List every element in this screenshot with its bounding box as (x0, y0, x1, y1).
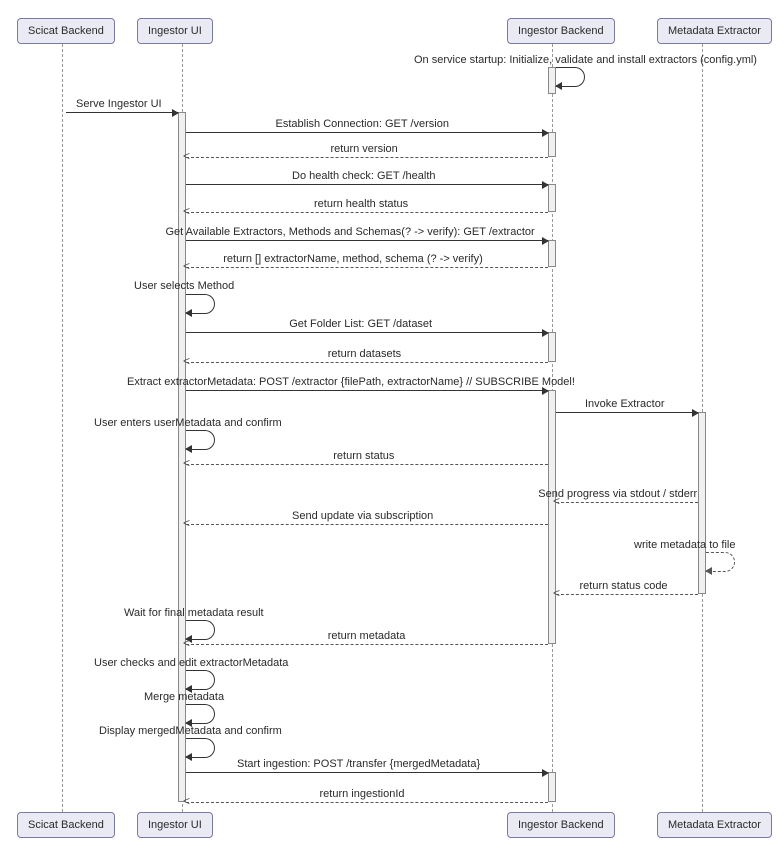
message-label: return metadata (326, 630, 408, 642)
activation-bar (548, 390, 556, 644)
message-label: On service startup: Initialize, validate… (412, 54, 759, 66)
message-label: User enters userMetadata and confirm (92, 417, 284, 429)
message-line (66, 112, 178, 113)
message-label: User checks and edit extractorMetadata (92, 657, 290, 669)
message-line (186, 240, 548, 241)
message-label: Wait for final metadata result (122, 607, 266, 619)
message-label: return datasets (326, 348, 403, 360)
lifeline (62, 44, 63, 812)
message-label: Serve Ingestor UI (74, 98, 164, 110)
activation-bar (548, 332, 556, 362)
message-label: return status code (578, 580, 670, 592)
message-line (186, 772, 548, 773)
message-label: return status (331, 450, 396, 462)
message-label: Extract extractorMetadata: POST /extract… (125, 376, 577, 388)
message-line (186, 524, 548, 525)
self-message (186, 620, 215, 640)
message-line (186, 157, 548, 158)
message-label: Send update via subscription (290, 510, 435, 522)
message-line (186, 332, 548, 333)
activation-bar (548, 240, 556, 267)
activation-bar (548, 184, 556, 212)
actor-box-bottom: Ingestor Backend (507, 812, 615, 838)
message-label: Get Available Extractors, Methods and Sc… (164, 226, 537, 238)
actor-box-top: Metadata Extractor (657, 18, 772, 44)
message-line (186, 644, 548, 645)
message-line (186, 464, 548, 465)
actor-box-top: Ingestor Backend (507, 18, 615, 44)
message-label: Display mergedMetadata and confirm (97, 725, 284, 737)
message-label: return health status (312, 198, 410, 210)
actor-box-bottom: Scicat Backend (17, 812, 115, 838)
message-label: return [] extractorName, method, schema … (221, 253, 485, 265)
actor-box-top: Ingestor UI (137, 18, 213, 44)
sequence-diagram: Scicat Backend Scicat Backend Ingestor UI I… (12, 12, 772, 842)
message-label: Start ingestion: POST /transfer {mergedM… (235, 758, 482, 770)
self-message (186, 704, 215, 724)
message-label: Establish Connection: GET /version (274, 118, 451, 130)
message-label: Invoke Extractor (583, 398, 666, 410)
self-message (706, 552, 735, 572)
activation-bar (548, 772, 556, 802)
message-label: write metadata to file (632, 539, 738, 551)
message-label: return ingestionId (318, 788, 407, 800)
actor-box-bottom: Metadata Extractor (657, 812, 772, 838)
message-line (556, 502, 698, 503)
message-line (186, 212, 548, 213)
message-label: User selects Method (132, 280, 236, 292)
message-line (186, 390, 548, 391)
self-message (186, 430, 215, 450)
message-line (186, 362, 548, 363)
activation-bar (548, 132, 556, 157)
message-line (556, 412, 698, 413)
self-message (186, 294, 215, 314)
message-label: Do health check: GET /health (290, 170, 438, 182)
message-line (186, 132, 548, 133)
message-line (186, 184, 548, 185)
message-line (186, 267, 548, 268)
actor-box-top: Scicat Backend (17, 18, 115, 44)
self-message (556, 67, 585, 87)
message-label: return version (329, 143, 400, 155)
actor-box-bottom: Ingestor UI (137, 812, 213, 838)
message-label: Get Folder List: GET /dataset (287, 318, 434, 330)
message-line (556, 594, 698, 595)
message-label: Send progress via stdout / stderr (536, 488, 699, 500)
self-message (186, 738, 215, 758)
message-line (186, 802, 548, 803)
self-message (186, 670, 215, 690)
message-label: Merge metadata (142, 691, 226, 703)
